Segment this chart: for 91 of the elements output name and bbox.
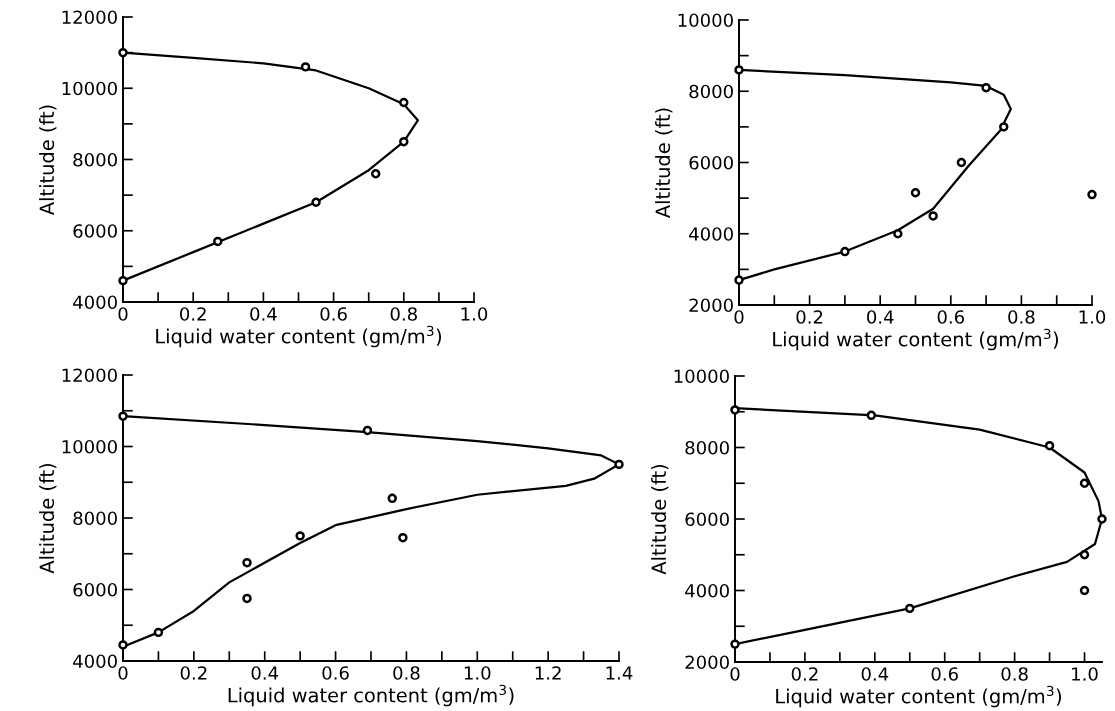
y-tick-label: 10000 (674, 369, 729, 384)
point (1087, 189, 1097, 200)
point (300, 62, 311, 72)
point (1079, 478, 1090, 488)
point (1079, 550, 1090, 560)
point (371, 169, 381, 179)
point (387, 493, 397, 504)
x-tick-label: 0 (730, 667, 740, 681)
point (118, 411, 128, 421)
x-axis-title: Liquid water content (gm/m$^{3}$) (156, 325, 442, 348)
x-tick-label: 0.6 (322, 666, 349, 680)
point (118, 47, 128, 58)
y-tick-label: 8000 (689, 84, 733, 99)
y-tick-label: 12000 (62, 10, 117, 25)
point (730, 639, 740, 649)
y-tick-label: 4000 (685, 583, 729, 598)
point (840, 246, 850, 257)
point (866, 410, 877, 421)
x-tick-label: 0.6 (931, 667, 958, 681)
x-tick-label: 0.8 (1001, 667, 1028, 681)
y-tick-label: 6000 (689, 155, 733, 170)
x-tick-label: 1.4 (606, 666, 633, 680)
y-tick-label: 4000 (689, 227, 733, 241)
point (295, 531, 305, 541)
y-tick-label: 2000 (685, 655, 729, 670)
point (999, 122, 1009, 132)
y-axis-title: Altitude (ft) (39, 463, 57, 574)
y-axis-title: Altitude (ft) (39, 105, 57, 216)
x-tick-label: 0.8 (393, 666, 420, 680)
x-axis-title: Liquid water content (gm/m$^{3}$) (228, 684, 514, 707)
x-tick-label: 0.8 (390, 307, 417, 321)
y-axis-title: Altitude (ft) (655, 108, 673, 219)
point (956, 157, 967, 168)
x-tick-label: 0.2 (791, 667, 818, 681)
x-tick-label: 0.4 (250, 307, 277, 321)
point (893, 229, 903, 239)
x-tick-label: 0.6 (320, 307, 347, 321)
point (213, 236, 223, 247)
y-tick-label: 10000 (62, 81, 117, 96)
y-tick-label: 8000 (73, 511, 117, 526)
point (734, 275, 744, 285)
point (398, 532, 408, 543)
x-axis-title: Liquid water content (gm/m$^{3}$) (776, 685, 1062, 708)
point (399, 136, 409, 147)
point (118, 640, 128, 650)
x-tick-label: 0.6 (937, 310, 965, 324)
x-tick-label: 0.4 (867, 310, 894, 324)
y-tick-label: 8000 (73, 152, 117, 167)
point (362, 425, 373, 436)
x-tick-label: 1.0 (1072, 667, 1098, 681)
y-tick-label: 2000 (689, 298, 733, 313)
point (242, 593, 252, 604)
x-tick-label: 0 (118, 666, 128, 680)
point (981, 82, 991, 93)
x-tick-label: 1.2 (535, 666, 561, 680)
point (614, 459, 624, 470)
y-axis-title: Altitude (ft) (651, 464, 669, 575)
y-tick-label: 6000 (73, 224, 117, 238)
x-tick-label: 0 (734, 310, 744, 324)
point (311, 197, 321, 207)
y-tick-label: 6000 (685, 512, 729, 527)
y-tick-label: 4000 (73, 654, 117, 669)
y-tick-label: 4000 (73, 295, 117, 310)
x-tick-label: 0 (118, 307, 128, 321)
point (905, 603, 915, 614)
x-tick-label: 0.2 (796, 310, 823, 324)
point (118, 275, 128, 286)
point (1079, 585, 1090, 596)
point (399, 97, 409, 108)
x-axis-title: Liquid water content (gm/m$^{3}$) (773, 328, 1059, 351)
point (1044, 440, 1055, 451)
point (730, 405, 740, 415)
x-tick-label: 0.8 (1008, 310, 1035, 324)
x-tick-label: 0.2 (180, 307, 206, 321)
point (242, 557, 252, 568)
point (910, 188, 921, 198)
x-tick-label: 1.0 (1079, 310, 1106, 324)
y-tick-label: 8000 (685, 440, 729, 455)
x-tick-label: 1.0 (464, 666, 491, 680)
y-tick-label: 12000 (62, 368, 117, 383)
point (1097, 514, 1107, 524)
point (153, 627, 164, 638)
x-tick-label: 0.2 (180, 666, 207, 680)
point (928, 211, 938, 221)
x-tick-label: 0.4 (251, 666, 279, 680)
y-tick-label: 10000 (678, 13, 733, 28)
point (734, 65, 744, 75)
y-tick-label: 6000 (73, 582, 117, 597)
x-tick-label: 0.4 (861, 667, 889, 681)
x-tick-label: 1.0 (461, 307, 488, 321)
y-tick-label: 10000 (62, 439, 117, 454)
